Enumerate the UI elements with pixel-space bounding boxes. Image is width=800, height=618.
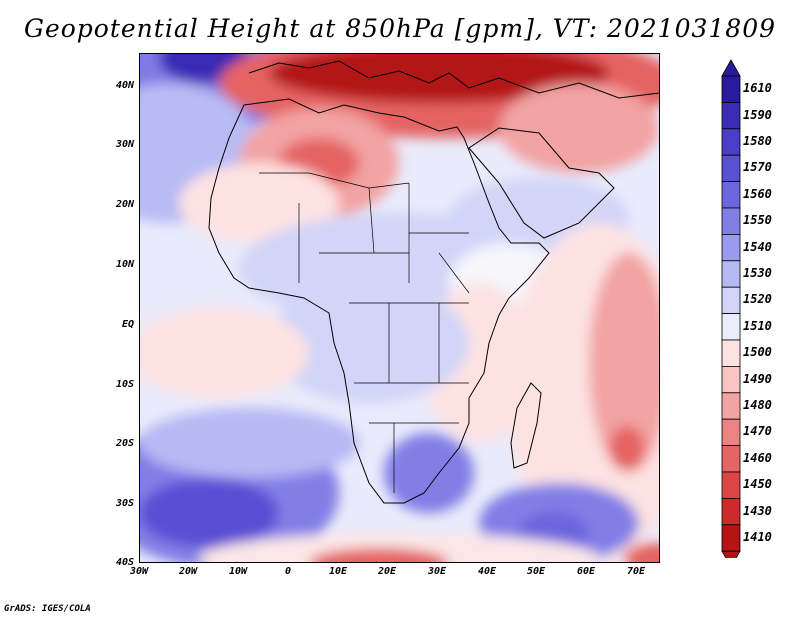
colorbar-swatch — [721, 418, 741, 447]
colorbar-label: 1610 — [743, 81, 772, 96]
colorbar-label: 1560 — [743, 186, 772, 201]
lon-tick: 20W — [178, 566, 198, 577]
geopotential-height-map — [139, 53, 660, 563]
colorbar-swatch — [721, 339, 741, 367]
lon-tick: 40E — [477, 566, 497, 577]
colorbar-label: 1510 — [743, 318, 772, 333]
colorbar-bottom-arrow — [721, 550, 741, 558]
field-satl-light — [139, 408, 359, 478]
colorbar-swatch — [721, 181, 741, 209]
colorbar-label: 1410 — [743, 530, 772, 544]
colorbar-label: 1430 — [743, 503, 772, 518]
colorbar-label: 1550 — [743, 213, 772, 228]
lat-tick: 10N — [115, 259, 134, 270]
lat-tick: 10S — [115, 379, 134, 390]
field-indian-core — [609, 426, 645, 470]
colorbar-swatch — [721, 445, 741, 473]
lat-tick: 30S — [115, 498, 134, 509]
colorbar-label: 1520 — [743, 292, 772, 307]
colorbar-label: 1500 — [743, 345, 772, 360]
colorbar-swatch — [721, 286, 741, 314]
colorbar-swatch — [721, 154, 741, 182]
field-south-white — [199, 533, 599, 563]
colorbar-swatch — [721, 233, 741, 262]
field-safrica-blue — [384, 433, 474, 513]
lon-tick: 30E — [427, 566, 447, 577]
colorbar-label: 1470 — [743, 424, 772, 439]
lon-tick: 0 — [284, 566, 292, 577]
lon-tick: 70E — [626, 566, 646, 577]
colorbar-label: 1530 — [743, 266, 772, 280]
lat-tick: 40N — [115, 80, 134, 91]
arabia-coastline — [468, 127, 615, 239]
lon-tick: 30W — [129, 566, 149, 577]
field-indian-salmon — [589, 253, 660, 473]
colorbar-swatch — [721, 365, 741, 394]
field-south-low — [309, 548, 449, 563]
colorbar-swatch — [721, 524, 741, 552]
colorbar-swatch — [721, 471, 741, 499]
colorbar-label: 1590 — [743, 107, 772, 122]
colorbar-swatch — [721, 497, 741, 526]
lon-tick: 10W — [228, 566, 248, 577]
grads-credit: GrADS: IGES/COLA — [4, 604, 91, 614]
colorbar-label: 1540 — [743, 239, 772, 254]
colorbar-label: 1480 — [743, 398, 772, 412]
field-arabia-low — [499, 83, 659, 173]
field-congo-blue — [269, 283, 469, 403]
colorbar-label: 1570 — [743, 160, 772, 175]
colorbar-label: 1450 — [743, 477, 772, 492]
madagascar-coastline — [510, 382, 542, 469]
colorbar-label: 1490 — [743, 371, 772, 386]
country-borders — [259, 172, 470, 493]
colorbar-swatch — [721, 260, 741, 288]
lat-tick: 20S — [115, 438, 134, 449]
colorbar-swatch — [721, 207, 741, 235]
colorbar — [721, 59, 741, 558]
colorbar-label: 1580 — [743, 134, 772, 148]
field-se-low — [624, 543, 660, 563]
colorbar-swatch — [721, 392, 741, 420]
lon-tick: 10E — [328, 566, 348, 577]
colorbar-swatch — [721, 102, 741, 130]
colorbar-swatch — [721, 75, 741, 103]
field-atl-pink — [139, 308, 309, 398]
colorbar-swatch — [721, 128, 741, 156]
lat-tick: 40S — [115, 557, 134, 568]
field-satl-core — [139, 478, 279, 548]
map-title: Geopotential Height at 850hPa [gpm], VT:… — [23, 14, 777, 43]
africa-coastline — [208, 98, 550, 504]
lat-tick: 20N — [115, 199, 134, 210]
colorbar-swatch — [721, 313, 741, 341]
colorbar-top-arrow — [721, 59, 741, 77]
lon-tick: 20E — [377, 566, 397, 577]
colorbar-label: 1460 — [743, 450, 772, 465]
lat-tick: EQ — [121, 319, 134, 330]
lon-tick: 50E — [526, 566, 546, 577]
lat-tick: 30N — [115, 139, 134, 150]
europe-coastline — [248, 60, 660, 99]
lon-tick: 60E — [576, 566, 596, 577]
map-frame — [139, 53, 660, 563]
